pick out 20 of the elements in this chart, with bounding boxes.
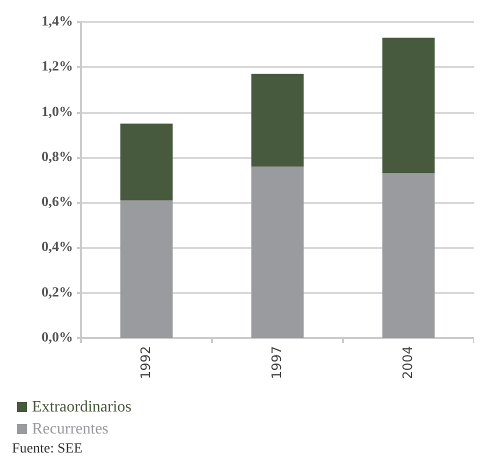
- source-note: Fuente: SEE: [12, 442, 82, 456]
- bar: [251, 166, 304, 338]
- y-tick-label: 1,4%: [42, 14, 73, 30]
- y-tick-label: 0,2%: [42, 285, 73, 300]
- y-tick-label: 0,8%: [42, 150, 73, 165]
- bar: [382, 38, 435, 174]
- legend-label: Recurrentes: [32, 420, 108, 438]
- y-tick-label: 0,4%: [42, 240, 73, 256]
- legend-label: Extraordinarios: [32, 398, 132, 416]
- y-tick-label: 0,6%: [42, 195, 73, 210]
- y-tick-label: 0,0%: [42, 330, 73, 346]
- x-tick-label: 1997: [270, 346, 285, 380]
- bar: [382, 173, 435, 338]
- x-tick-label: 2004: [401, 346, 416, 380]
- bar: [120, 200, 173, 338]
- y-tick-label: 1,0%: [42, 104, 73, 120]
- x-tick-label: 1992: [139, 346, 154, 380]
- bar: [120, 124, 173, 200]
- bar: [251, 74, 304, 166]
- y-tick-label: 1,2%: [42, 60, 73, 75]
